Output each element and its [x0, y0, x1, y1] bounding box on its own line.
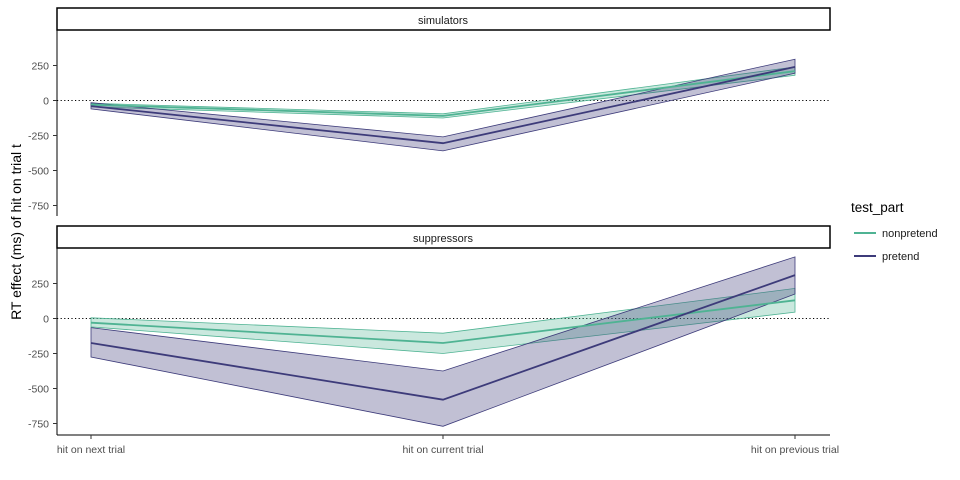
- ribbon-suppressors-nonpretend: [90, 287, 796, 354]
- legend-label-nonpretend: nonpretend: [882, 228, 938, 240]
- ribbon-suppressors-pretend: [90, 256, 796, 427]
- ribbon-simulators-pretend: [90, 58, 796, 152]
- y-tick-label-suppressors: 250: [31, 279, 49, 291]
- line-suppressors-pretend: [90, 274, 796, 401]
- y-tick-label-suppressors: -500: [28, 384, 49, 396]
- plot-area-simulators: 250 0 -250 -500 -750: [28, 30, 830, 216]
- y-tick-label-simulators: 250: [31, 61, 49, 73]
- y-tick-label-simulators: 0: [43, 96, 49, 108]
- y-tick-label-simulators: -750: [28, 201, 49, 213]
- legend-label-pretend: pretend: [882, 251, 919, 263]
- x-tick-label-hit-on-next-trial: hit on next trial: [57, 444, 125, 456]
- strip-title-simulators: simulators: [418, 15, 469, 27]
- line-suppressors-nonpretend: [90, 299, 796, 344]
- panel-simulators: simulators 250 0 -250 -500 -750: [28, 7, 831, 216]
- y-tick-label-suppressors: 0: [43, 314, 49, 326]
- legend-title: test_part: [851, 200, 904, 215]
- strip-suppressors: [56, 225, 831, 249]
- legend: test_part nonpretend pretend: [851, 200, 938, 263]
- x-tick-label-hit-on-previous-trial: hit on previous trial: [751, 444, 839, 456]
- y-tick-label-simulators: -250: [28, 131, 49, 143]
- x-axis: hit on next trial hit on current trial hit…: [57, 434, 839, 456]
- strip-title-suppressors: suppressors: [413, 233, 473, 245]
- y-tick-label-simulators: -500: [28, 166, 49, 178]
- line-simulators-nonpretend: [90, 70, 796, 117]
- line-simulators-pretend: [90, 66, 796, 145]
- panel-suppressors: suppressors 250 0 -250 -500 -750: [28, 225, 831, 435]
- y-axis-label: RT effect (ms) of hit on trial t: [8, 144, 24, 320]
- x-tick-label-hit-on-current-trial: hit on current trial: [402, 444, 483, 456]
- y-tick-label-suppressors: -750: [28, 419, 49, 431]
- y-tick-label-suppressors: -250: [28, 349, 49, 361]
- plot-area-suppressors: 250 0 -250 -500 -750: [28, 248, 830, 435]
- strip-simulators: [56, 7, 831, 31]
